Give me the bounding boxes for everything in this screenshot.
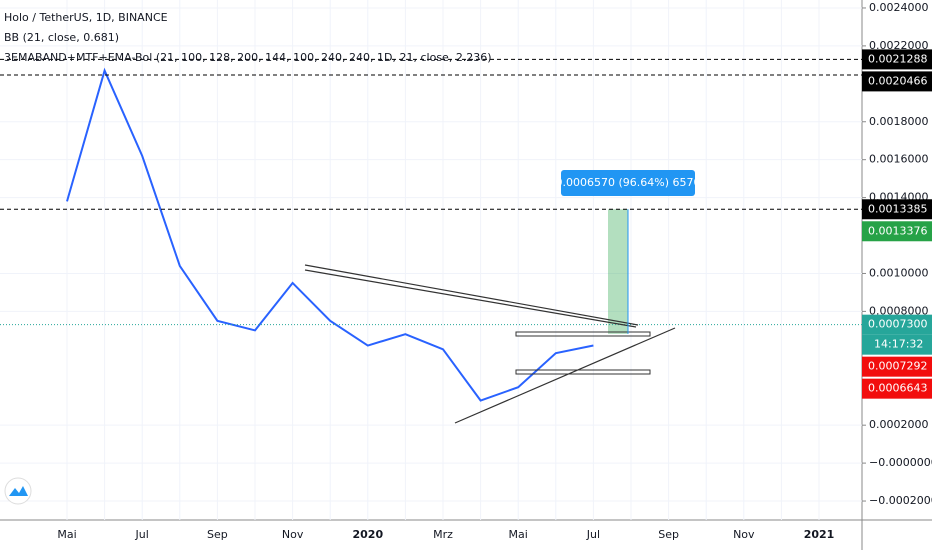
range-box	[515, 369, 651, 375]
y-tick-label: 0.0024000	[869, 1, 929, 14]
price-badge	[862, 71, 932, 92]
x-tick-label: Mai	[57, 528, 76, 541]
x-tick-label: 2020	[352, 528, 383, 541]
indicator-label: 3EMABAND+MTF+EMA-Bol (21, 100, 128, 200,…	[4, 51, 492, 64]
price-badge	[862, 49, 932, 70]
price-badge	[862, 221, 932, 242]
price-badge	[862, 314, 932, 335]
price-badge-label: 0.0020466	[868, 74, 928, 87]
x-tick-label: Mai	[509, 528, 528, 541]
countdown-label: 14:17:32	[874, 338, 923, 351]
countdown-badge	[862, 334, 932, 355]
price-badge	[862, 199, 932, 220]
plot-area	[0, 0, 862, 520]
chart-title: Holo / TetherUS, 1D, BINANCE	[4, 11, 168, 24]
trend-line	[304, 264, 639, 326]
price-badge-label: 0.0013385	[868, 202, 928, 215]
x-tick-label: Sep	[658, 528, 679, 541]
price-line	[66, 67, 594, 402]
price-badge-label: 0.0021288	[868, 52, 928, 65]
price-badge-label: 0.0007300	[868, 318, 928, 331]
y-tick-label: −0.0002000	[869, 494, 932, 507]
measure-range	[608, 209, 628, 334]
price-badge	[862, 356, 932, 377]
price-badge-label: 0.0006643	[868, 382, 928, 395]
y-tick-label: 0.0008000	[869, 304, 929, 317]
y-tick-label: 0.0022000	[869, 39, 929, 52]
indicator-label: BB (21, close, 0.681)	[4, 31, 119, 44]
y-tick-label: 0.0010000	[869, 266, 929, 279]
x-tick-label: Nov	[733, 528, 755, 541]
x-tick-label: Sep	[207, 528, 228, 541]
x-tick-label: Jul	[586, 528, 600, 541]
x-tick-label: Jul	[135, 528, 149, 541]
range-box	[515, 331, 651, 337]
logo	[4, 477, 32, 505]
trend-line	[304, 269, 637, 328]
x-tick-label: Nov	[282, 528, 304, 541]
x-tick-label: 2021	[804, 528, 835, 541]
y-tick-label: −0.0000000	[869, 456, 932, 469]
trend-line	[454, 327, 676, 424]
y-tick-label: 0.0018000	[869, 115, 929, 128]
x-tick-label: Mrz	[433, 528, 453, 541]
price-badge-label: 0.0007292	[868, 360, 928, 373]
y-tick-label: 0.0016000	[869, 153, 929, 166]
measure-box	[561, 170, 695, 196]
price-badge-label: 0.0013376	[868, 224, 928, 237]
y-tick-label: 0.0002000	[869, 418, 929, 431]
measure-label: 0.0006570 (96.64%) 6570	[556, 176, 701, 189]
price-badge	[862, 378, 932, 399]
